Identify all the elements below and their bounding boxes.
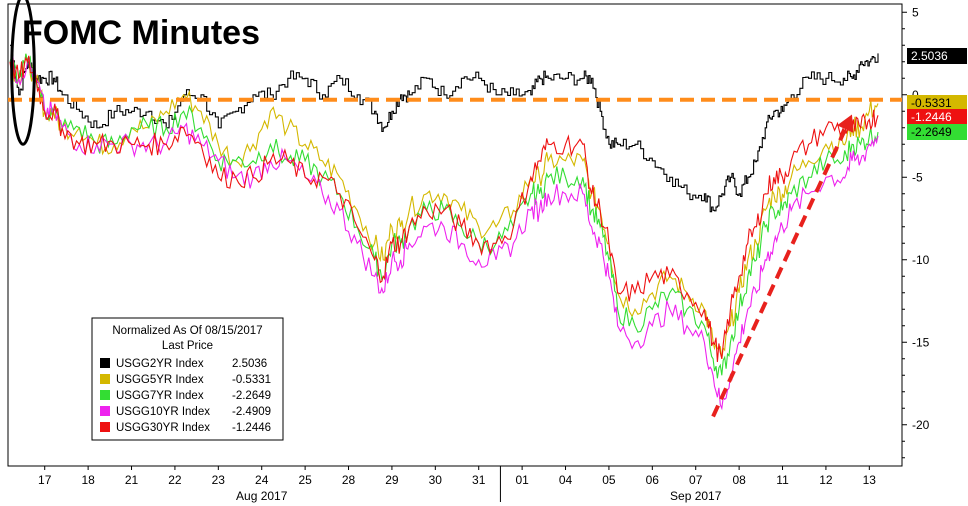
legend-entry-name: USGG10YR Index — [116, 406, 210, 418]
x-tick-label: 08 — [732, 473, 746, 487]
legend-entry-name: USGG7YR Index — [116, 390, 204, 402]
y-tick-label: -15 — [912, 335, 930, 349]
x-tick-label: 31 — [472, 473, 486, 487]
last-price-tag-value: -1.2446 — [911, 110, 952, 124]
chart-title: FOMC Minutes — [22, 14, 260, 52]
legend-swatch — [100, 390, 110, 400]
x-tick-label: 07 — [689, 473, 703, 487]
annotation-layer — [10, 0, 854, 418]
x-month-label: Aug 2017 — [236, 489, 288, 503]
legend-entry-value: -1.2446 — [232, 422, 271, 434]
last-price-tag — [907, 95, 967, 111]
x-tick-label: 01 — [515, 473, 529, 487]
x-month-label: Sep 2017 — [670, 489, 722, 503]
y-axis: 5 0 -5 -10 -15 -20 — [902, 5, 930, 459]
x-tick-label: 29 — [385, 473, 399, 487]
series-line-usgg30yr-index — [9, 55, 879, 363]
x-tick-label: 21 — [125, 473, 139, 487]
highlight-ellipse — [10, 0, 36, 146]
trend-arrow-head — [837, 114, 854, 133]
legend-swatch — [100, 422, 110, 432]
x-tick-label: 05 — [602, 473, 616, 487]
legend-entry-value: 2.5036 — [232, 358, 267, 370]
legend-swatch — [100, 374, 110, 384]
x-tick-label: 22 — [168, 473, 182, 487]
last-price-tags: 2.5036 -0.5331-1.2446-2.2649 — [907, 48, 967, 140]
x-tick-label: 17 — [38, 473, 52, 487]
legend-header: Normalized As Of 08/15/2017 — [112, 325, 262, 337]
legend-entry-value: -2.4909 — [232, 406, 271, 418]
legend-swatch — [100, 406, 110, 416]
legend-entry-value: -0.5331 — [232, 374, 271, 386]
last-price-tag-value: 2.5036 — [911, 49, 948, 63]
x-tick-label: 04 — [559, 473, 573, 487]
legend: Normalized As Of 08/15/2017 Last Price USG… — [91, 317, 284, 441]
x-tick-label: 06 — [646, 473, 660, 487]
trend-arrow-line — [711, 128, 847, 418]
legend-entry-name: USGG30YR Index — [116, 422, 210, 434]
y-tick-label: -20 — [912, 418, 930, 432]
series-line-usgg10yr-index — [9, 56, 879, 411]
last-price-tag — [907, 48, 967, 64]
x-tick-label: 28 — [342, 473, 356, 487]
x-tick-label: 18 — [81, 473, 95, 487]
plot-frame — [7, 3, 903, 467]
x-tick-label: 11 — [776, 473, 789, 487]
x-tick-label: 25 — [298, 473, 312, 487]
legend-swatch — [100, 358, 110, 368]
x-tick-label: 13 — [863, 473, 877, 487]
plot-area — [7, 3, 903, 467]
series-line-usgg7yr-index — [9, 53, 879, 379]
series-line-usgg2yr-index — [10, 44, 879, 213]
y-tick-label: -10 — [912, 253, 930, 267]
x-tick-label: 12 — [819, 473, 833, 487]
last-price-tag-value: -0.5331 — [911, 96, 952, 110]
last-price-tag — [907, 109, 967, 125]
y-tick-label: 5 — [912, 5, 919, 19]
x-tick-label: 23 — [212, 473, 226, 487]
last-price-tag-value: -2.2649 — [911, 125, 952, 139]
y-tick-label: -5 — [912, 170, 923, 184]
legend-box — [91, 317, 284, 441]
x-tick-label: 24 — [255, 473, 269, 487]
legend-entry-name: USGG5YR Index — [116, 374, 204, 386]
legend-subheader: Last Price — [162, 340, 213, 352]
legend-entry-value: -2.2649 — [232, 390, 271, 402]
x-axis: 17 18 21 22 23 24 25 28 29 30 31 01 04 05 06 07 08 11 12 13… — [38, 466, 876, 503]
x-tick-label: 30 — [429, 473, 443, 487]
y-tick-label: 0 — [912, 88, 919, 102]
last-price-tag — [907, 124, 967, 140]
legend-entry-name: USGG2YR Index — [116, 358, 204, 370]
